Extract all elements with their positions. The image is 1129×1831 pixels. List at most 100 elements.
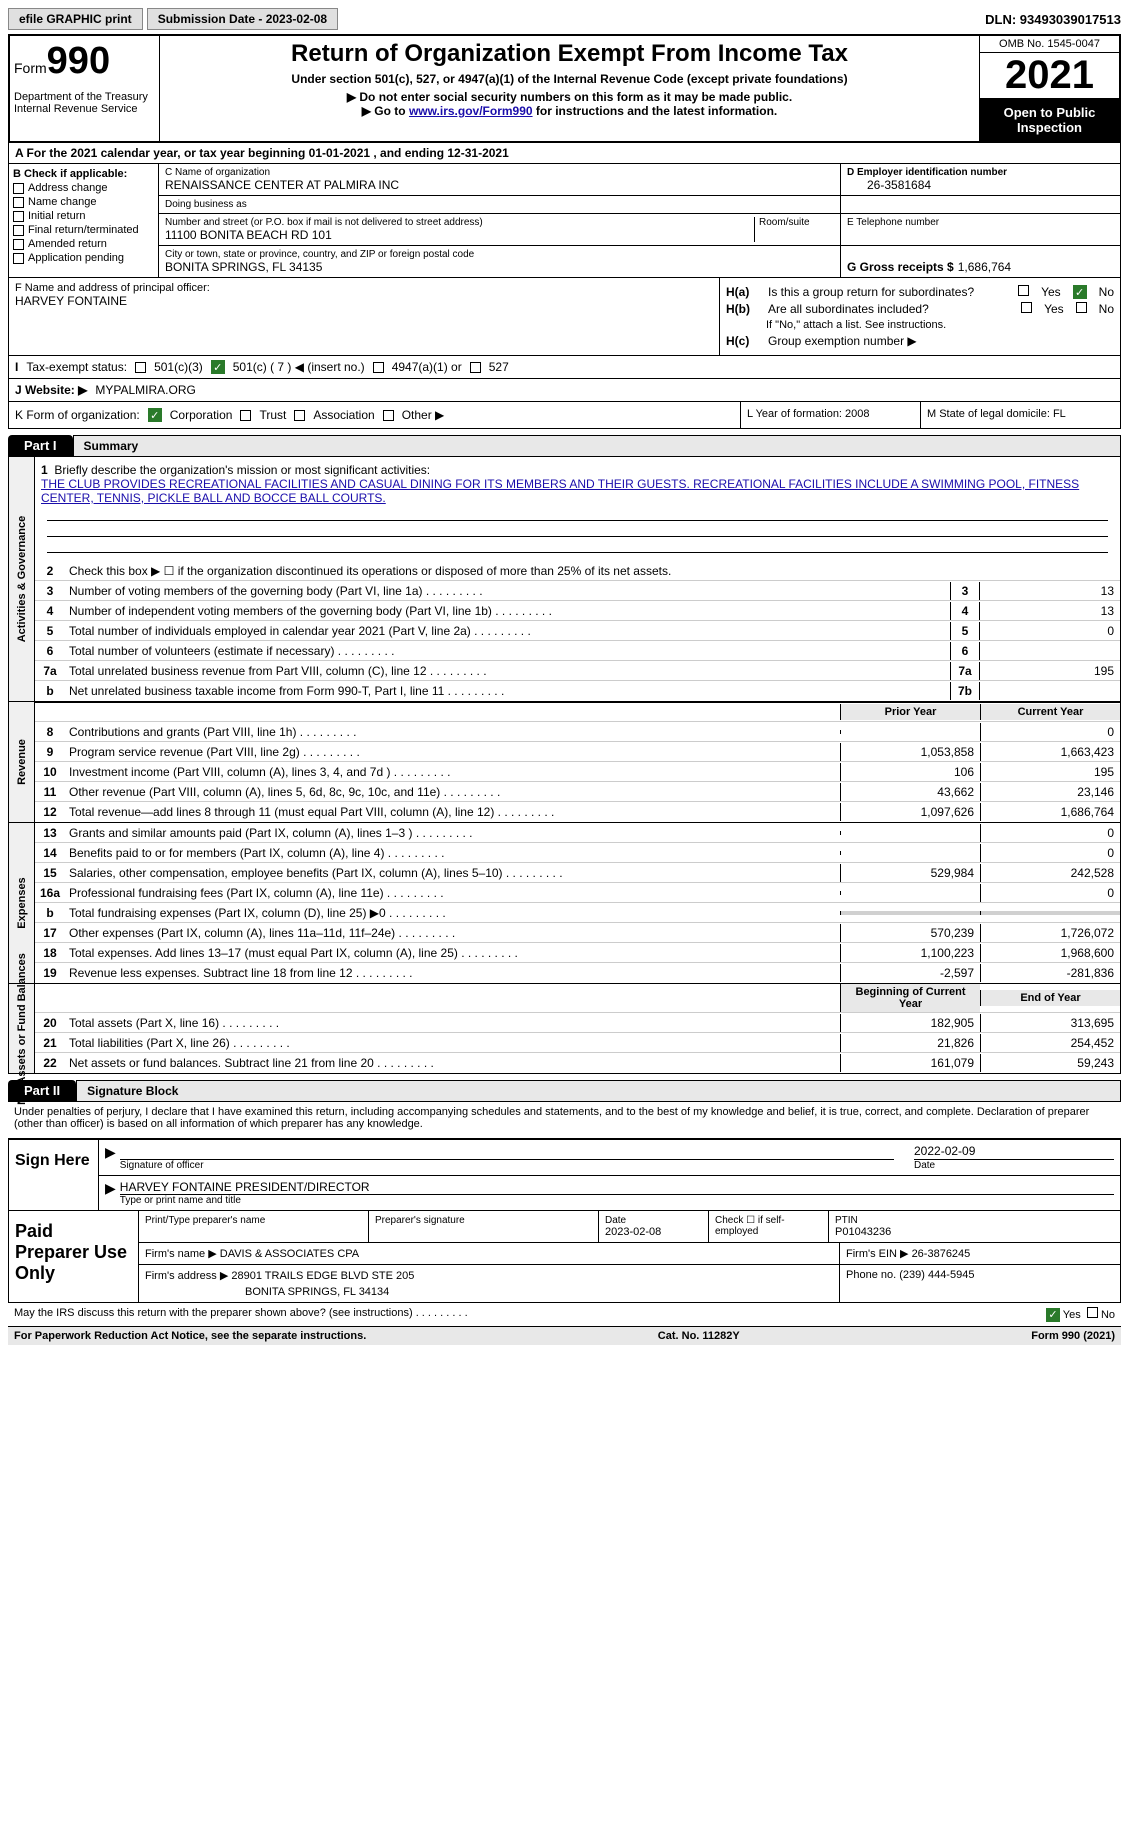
line-text: Total revenue—add lines 8 through 11 (mu…	[65, 803, 840, 821]
prior-val	[840, 831, 980, 835]
prior-val: 43,662	[840, 783, 980, 801]
current-val: 59,243	[980, 1054, 1120, 1072]
efile-button[interactable]: efile GRAPHIC print	[8, 8, 143, 30]
prior-val: -2,597	[840, 964, 980, 982]
tax-year: 2021	[980, 53, 1119, 99]
current-val: -281,836	[980, 964, 1120, 982]
instr-2: ▶ Go to www.irs.gov/Form990 for instruct…	[164, 104, 975, 118]
chk-trust[interactable]	[240, 410, 251, 421]
current-val: 1,726,072	[980, 924, 1120, 942]
prior-val: 182,905	[840, 1014, 980, 1032]
chk-527[interactable]	[470, 362, 481, 373]
submission-button[interactable]: Submission Date - 2023-02-08	[147, 8, 338, 30]
row-a: A For the 2021 calendar year, or tax yea…	[8, 143, 1121, 164]
city-label: City or town, state or province, country…	[165, 249, 834, 260]
line-box: 5	[950, 622, 980, 640]
chk-4947[interactable]	[373, 362, 384, 373]
footer-row: For Paperwork Reduction Act Notice, see …	[8, 1326, 1121, 1345]
prior-val: 1,100,223	[840, 944, 980, 962]
current-val: 23,146	[980, 783, 1120, 801]
line-text: Salaries, other compensation, employee b…	[65, 864, 840, 882]
section-governance: Activities & Governance 1 Briefly descri…	[8, 457, 1121, 702]
line-text: Other revenue (Part VIII, column (A), li…	[65, 783, 840, 801]
omb-number: OMB No. 1545-0047	[980, 36, 1119, 53]
arrow-icon: ▶	[105, 1144, 116, 1171]
chk-501c[interactable]: ✓	[211, 360, 225, 374]
firm-addr: 28901 TRAILS EDGE BLVD STE 205	[231, 1270, 414, 1282]
topbar: efile GRAPHIC print Submission Date - 20…	[8, 8, 1121, 30]
ein-value: 26-3581684	[847, 178, 1114, 192]
chk-other[interactable]	[383, 410, 394, 421]
current-val: 0	[980, 844, 1120, 862]
hdr-begin: Beginning of Current Year	[840, 984, 980, 1012]
tax-exempt-row: ITax-exempt status: 501(c)(3) ✓501(c) ( …	[8, 356, 1121, 379]
chk-pending[interactable]	[13, 253, 24, 264]
line-text: Net unrelated business taxable income fr…	[65, 682, 950, 700]
ha-text: Is this a group return for subordinates?	[768, 285, 974, 299]
chk-address[interactable]	[13, 183, 24, 194]
sig-date: 2022-02-09	[914, 1144, 1114, 1160]
header-grid: B Check if applicable: Address change Na…	[8, 164, 1121, 278]
section-netassets: Net Assets or Fund Balances Beginning of…	[8, 984, 1121, 1074]
prior-val: 529,984	[840, 864, 980, 882]
line-text: Total fundraising expenses (Part IX, col…	[65, 904, 840, 922]
line-text: Other expenses (Part IX, column (A), lin…	[65, 924, 840, 942]
chk-assoc[interactable]	[294, 410, 305, 421]
current-val: 0	[980, 824, 1120, 842]
line-box: 4	[950, 602, 980, 620]
website-row: J Website: ▶ MYPALMIRA.ORG	[8, 379, 1121, 402]
prior-val	[840, 911, 980, 915]
irs-link[interactable]: www.irs.gov/Form990	[409, 104, 533, 118]
line-val: 0	[980, 622, 1120, 640]
firm-city: BONITA SPRINGS, FL 34134	[145, 1286, 833, 1298]
ha-yes[interactable]	[1018, 285, 1029, 296]
discuss-no[interactable]	[1087, 1307, 1098, 1318]
chk-name[interactable]	[13, 197, 24, 208]
current-val: 1,686,764	[980, 803, 1120, 821]
line-text: Number of independent voting members of …	[65, 602, 950, 620]
prior-val	[840, 891, 980, 895]
chk-initial[interactable]	[13, 211, 24, 222]
sig-name: HARVEY FONTAINE PRESIDENT/DIRECTOR	[120, 1180, 1114, 1194]
line-text: Revenue less expenses. Subtract line 18 …	[65, 964, 840, 982]
hdr-prior: Prior Year	[840, 704, 980, 720]
org-name: RENAISSANCE CENTER AT PALMIRA INC	[165, 178, 834, 192]
discuss-yes[interactable]: ✓	[1046, 1308, 1060, 1322]
hdr-current: Current Year	[980, 704, 1120, 720]
tel-label: E Telephone number	[847, 217, 1114, 228]
ha-no[interactable]: ✓	[1073, 285, 1087, 299]
line-box: 6	[950, 642, 980, 660]
hb-yes[interactable]	[1021, 302, 1032, 313]
part1-header: Part I Summary	[8, 435, 1121, 457]
hb-note: If "No," attach a list. See instructions…	[726, 319, 1114, 331]
line-text: Total number of volunteers (estimate if …	[65, 642, 950, 660]
form-number: Form990	[14, 40, 155, 83]
chk-amended[interactable]	[13, 239, 24, 250]
current-val: 254,452	[980, 1034, 1120, 1052]
prior-val: 1,097,626	[840, 803, 980, 821]
prior-val	[840, 851, 980, 855]
sig-officer-label: Signature of officer	[120, 1160, 894, 1171]
irs-discuss-row: May the IRS discuss this return with the…	[8, 1303, 1121, 1326]
line-box: 7a	[950, 662, 980, 680]
chk-corp[interactable]: ✓	[148, 408, 162, 422]
form-subtitle: Under section 501(c), 527, or 4947(a)(1)…	[164, 72, 975, 86]
hb-no[interactable]	[1076, 302, 1087, 313]
line-text: Total assets (Part X, line 16)	[65, 1014, 840, 1032]
prior-val: 106	[840, 763, 980, 781]
prior-val	[840, 730, 980, 734]
form-foot: Form 990 (2021)	[1031, 1330, 1115, 1342]
addr-value: 11100 BONITA BEACH RD 101	[165, 228, 754, 242]
line-text: Contributions and grants (Part VIII, lin…	[65, 723, 840, 741]
line-val: 195	[980, 662, 1120, 680]
form-org-row: K Form of organization: ✓Corporation Tru…	[8, 402, 1121, 429]
dln-text: DLN: 93493039017513	[985, 12, 1121, 27]
chk-final[interactable]	[13, 225, 24, 236]
paid-preparer-label: Paid Preparer Use Only	[9, 1211, 139, 1302]
prior-val: 570,239	[840, 924, 980, 942]
dept-text: Department of the Treasury Internal Reve…	[14, 91, 155, 115]
chk-501c3[interactable]	[135, 362, 146, 373]
self-emp: Check ☐ if self-employed	[715, 1215, 822, 1237]
firm-name: DAVIS & ASSOCIATES CPA	[220, 1248, 359, 1260]
section-revenue: Revenue Prior Year Current Year 8Contrib…	[8, 702, 1121, 823]
